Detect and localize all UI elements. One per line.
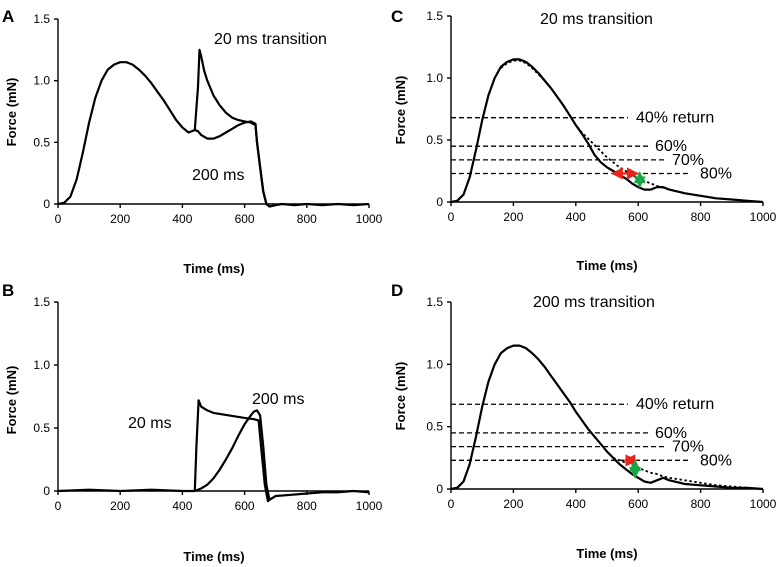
y-tick-label-c: 0 <box>436 195 443 209</box>
x-tick-label-a: 600 <box>235 212 255 226</box>
x-tick-label-b: 600 <box>235 499 255 513</box>
axes-c: 0 200 400 600 800 1000 0 0.5 1.0 1.5 <box>426 9 776 224</box>
x-tick-label-b: 400 <box>172 499 192 513</box>
annotation-b-200ms: 200 ms <box>252 391 304 408</box>
x-tick-label-c: 0 <box>448 210 455 224</box>
panel-title-c: 20 ms transition <box>540 11 653 28</box>
y-tick-label-c: 0.5 <box>426 133 443 147</box>
annotation-b-20ms: 20 ms <box>128 415 172 432</box>
panel-label-b: B <box>2 281 14 300</box>
y-tick-label-d: 0.5 <box>426 420 443 434</box>
annotation-a-20ms: 20 ms transition <box>214 31 327 48</box>
y-tick-label-d: 1.5 <box>426 295 443 309</box>
x-axis-label-c: Time (ms) <box>576 258 637 273</box>
axes-d: 0 200 400 600 800 1000 0 0.5 1.0 1.5 <box>426 295 776 511</box>
x-tick-label-c: 200 <box>503 210 523 224</box>
series-line-d-0 <box>450 344 764 491</box>
panel-d: D 200 ms transition 0 200 400 600 800 1000 0 0.… <box>391 281 777 561</box>
x-tick-label-d: 800 <box>691 497 711 511</box>
axes-b: 0 200 400 600 800 1000 0 0.5 1.0 1.5 <box>33 295 382 513</box>
y-tick-label-c: 1.0 <box>426 71 443 85</box>
x-tick-label-a: 1000 <box>356 212 383 226</box>
reference-label-c: 40% return <box>636 110 714 127</box>
x-tick-label-b: 1000 <box>356 499 383 513</box>
y-tick-label-a: 1.5 <box>33 12 50 26</box>
x-axis-label-d: Time (ms) <box>576 546 637 561</box>
y-tick-label-d: 1.0 <box>426 357 443 371</box>
x-axis-label-a: Time (ms) <box>183 261 244 276</box>
y-tick-label-a: 0 <box>43 197 50 211</box>
x-tick-label-c: 1000 <box>750 210 777 224</box>
reference-label-d: 60% <box>655 425 687 442</box>
series-line-a-1 <box>194 120 271 208</box>
reference-label-c: 70% <box>672 152 704 169</box>
y-tick-label-a: 1.0 <box>33 74 50 88</box>
reference-label-c: 80% <box>700 165 732 182</box>
x-tick-label-b: 0 <box>55 499 62 513</box>
y-axis-label-b: Force (mN) <box>4 366 19 435</box>
y-tick-label-d: 0 <box>436 482 443 496</box>
y-axis-label-c: Force (mN) <box>393 76 408 145</box>
y-tick-label-b: 0 <box>43 484 50 498</box>
x-tick-label-b: 800 <box>297 499 317 513</box>
x-tick-label-b: 200 <box>110 499 130 513</box>
panel-label-d: D <box>391 281 403 300</box>
reference-label-c: 60% <box>655 138 687 155</box>
x-tick-label-d: 200 <box>503 497 523 511</box>
x-tick-label-a: 800 <box>297 212 317 226</box>
x-tick-label-a: 0 <box>55 212 62 226</box>
y-tick-label-b: 1.0 <box>33 358 50 372</box>
x-tick-label-a: 200 <box>110 212 130 226</box>
series-line-b-1 <box>194 409 271 501</box>
x-tick-label-d: 1000 <box>750 497 777 511</box>
y-axis-label-d: Force (mN) <box>393 362 408 431</box>
panel-c: C 20 ms transition 0 200 400 600 800 1000 0 0.5… <box>391 7 777 273</box>
x-tick-label-c: 400 <box>566 210 586 224</box>
y-axis-label-a: Force (mN) <box>4 78 19 147</box>
annotation-a-200ms: 200 ms <box>192 167 244 184</box>
x-tick-label-d: 600 <box>628 497 648 511</box>
panel-title-d: 200 ms transition <box>533 294 655 311</box>
x-tick-label-c: 800 <box>691 210 711 224</box>
x-tick-label-d: 400 <box>566 497 586 511</box>
x-tick-label-a: 400 <box>172 212 192 226</box>
series-line-b-0 <box>57 399 370 503</box>
series-line-c-0 <box>450 58 764 204</box>
panel-label-c: C <box>391 7 403 26</box>
x-axis-label-b: Time (ms) <box>183 549 244 564</box>
y-tick-label-a: 0.5 <box>33 135 50 149</box>
y-tick-label-b: 1.5 <box>33 295 50 309</box>
x-tick-label-c: 600 <box>628 210 648 224</box>
axes-a: 0 200 400 600 800 1000 0 0.5 1.0 1.5 <box>33 12 382 226</box>
panel-label-a: A <box>2 7 14 26</box>
x-tick-label-d: 0 <box>448 497 455 511</box>
y-tick-label-b: 0.5 <box>33 421 50 435</box>
reference-label-d: 40% return <box>636 396 714 413</box>
reference-label-d: 70% <box>672 439 704 456</box>
reference-label-d: 80% <box>700 452 732 469</box>
y-tick-label-c: 1.5 <box>426 9 443 23</box>
